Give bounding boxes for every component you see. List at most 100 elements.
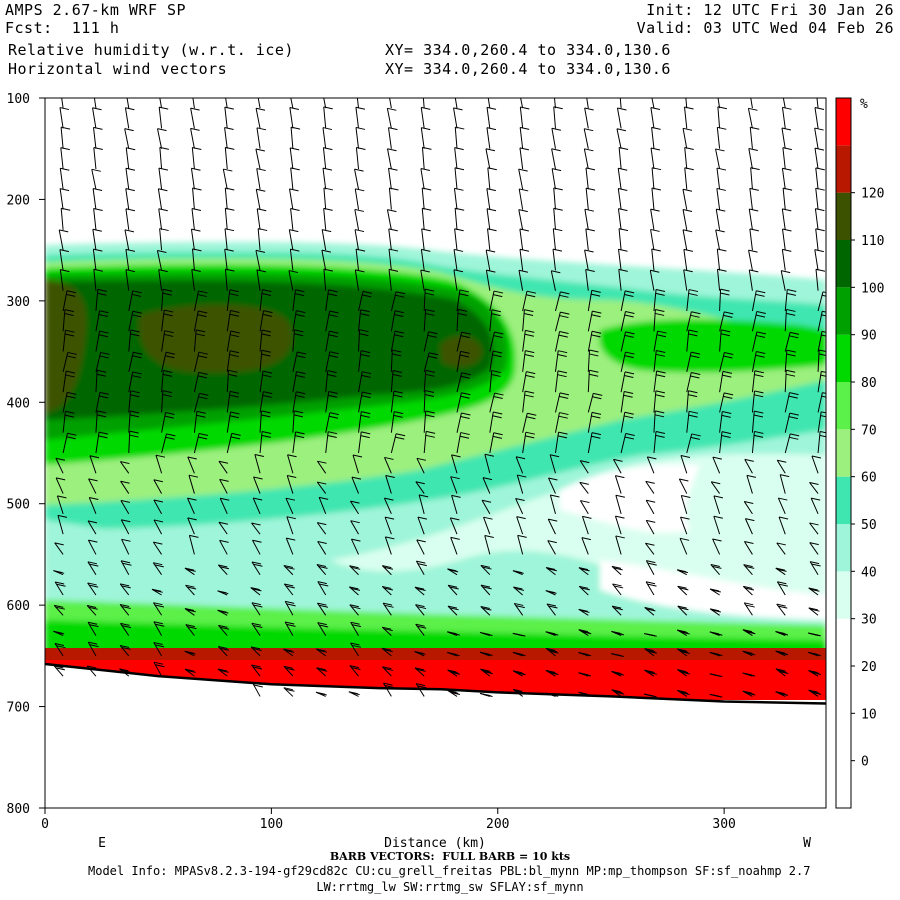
wind-barb [481,499,492,515]
wind-barb [59,188,70,210]
wind-barb [60,147,70,170]
wind-barb [651,126,661,149]
wind-barb [545,590,557,596]
wind-barb [119,644,131,657]
wind-barb [388,228,398,251]
wind-barb [421,187,432,210]
wind-barb [151,588,163,596]
wind-barb [289,248,300,271]
wind-barb [226,309,240,332]
wind-barb [292,351,307,372]
wind-barb [489,411,503,433]
wind-barb [255,188,266,210]
wind-barb [292,329,304,352]
wind-barb [611,565,623,576]
wind-barb [554,370,568,393]
wind-barb [585,228,595,251]
cross-section-xy-2: XY= 334.0,260.4 to 334.0,130.6 [385,60,671,78]
wind-barb [814,249,824,271]
wind-barb [354,208,364,230]
wind-barb [620,351,635,372]
wind-barb [349,665,361,677]
wind-barb [348,691,360,697]
wind-barb [250,646,262,657]
wind-barb [286,475,297,494]
wind-barb [124,128,134,149]
wind-barbs [53,98,826,698]
wind-barb [316,481,327,494]
wind-barb [518,209,528,230]
rh-patch-right [599,319,826,373]
wind-barb [226,289,239,312]
wind-barb [124,107,135,129]
wind-barb [611,605,623,616]
plot-frame [44,97,827,809]
wind-barb [193,392,209,413]
wind-barb [584,249,594,271]
wind-barb [683,269,693,291]
wind-barb [384,516,395,535]
wind-barb [53,630,65,637]
wind-barb [161,390,173,413]
wind-barb [742,650,756,657]
wind-barb [288,270,299,291]
wind-barb [93,98,97,109]
wind-barb [323,187,334,210]
wind-barb [193,410,206,433]
wind-barb [423,309,435,332]
wind-barb [420,106,431,129]
wind-barb [775,650,789,657]
wind-barb [719,351,734,372]
wind-barb [317,541,327,555]
x-tick-label: 200 [486,817,509,832]
wind-barb [809,561,821,575]
wind-barb [420,127,431,149]
wind-barb [283,583,295,596]
wind-barb [716,126,727,149]
wind-barb [751,370,764,393]
wind-barb [620,371,635,393]
wind-barb [316,564,328,576]
wind-barb [709,693,723,698]
wind-barb [422,98,425,109]
wind-barb [322,127,333,149]
wind-barb [54,581,66,596]
rh-dry-slot [330,453,826,610]
wind-barb [325,412,339,433]
wind-barb [545,631,559,637]
wind-barb [187,456,197,474]
wind-barb [587,411,602,433]
wind-barb [645,581,657,596]
wind-barb [516,516,526,535]
wind-barb [128,430,139,454]
wind-barb [292,410,304,433]
wind-barb [751,331,766,352]
wind-barb [479,651,493,657]
wind-barb [152,562,164,575]
wind-barb [512,632,526,637]
wind-barb [352,454,363,474]
wind-barb [184,650,196,657]
wind-barb [644,648,658,657]
wind-barb [62,410,75,433]
wind-barb [125,188,135,210]
wind-barb [814,208,825,230]
terrain-line [44,662,827,705]
wind-barb [618,228,629,251]
wind-barb [55,477,66,494]
wind-barb [385,474,395,494]
wind-barb [153,519,164,535]
wind-barb [620,290,635,312]
wind-barb [414,650,426,657]
wind-barb [128,390,140,413]
wind-barb [522,412,537,433]
wind-barb [676,689,690,697]
wind-barb [653,370,666,393]
wind-barb [515,497,525,515]
wind-barb [217,609,229,616]
wind-barb [583,128,594,149]
wind-barb [285,537,296,555]
wind-barb [680,516,690,535]
wind-barb [120,622,132,636]
wind-barb [751,290,766,312]
